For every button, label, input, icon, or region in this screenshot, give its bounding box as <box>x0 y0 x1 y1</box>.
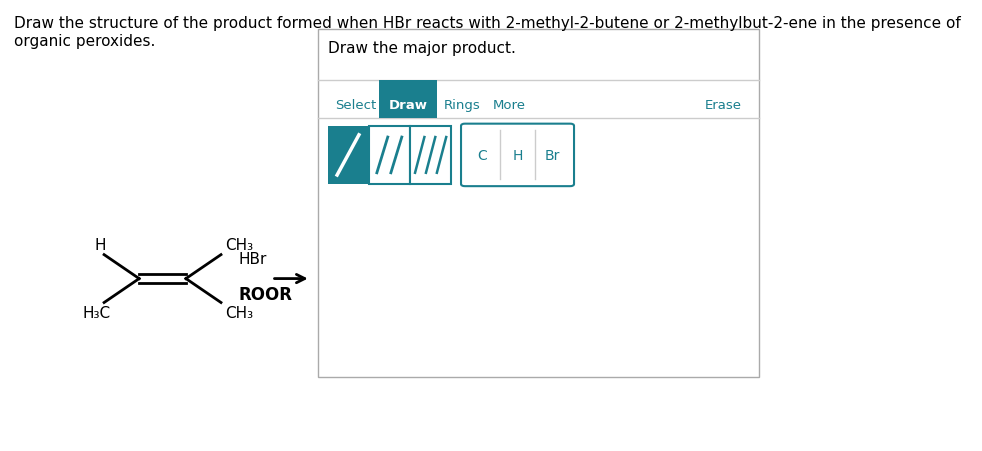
Text: Br: Br <box>545 148 561 162</box>
Text: C: C <box>477 148 487 162</box>
Text: CH₃: CH₃ <box>225 238 253 253</box>
Text: Draw the major product.: Draw the major product. <box>328 41 516 55</box>
Bar <box>379 81 437 119</box>
Text: CH₃: CH₃ <box>225 305 253 320</box>
Text: H: H <box>94 238 106 253</box>
Text: Select: Select <box>335 99 376 112</box>
Text: H: H <box>513 148 522 162</box>
FancyBboxPatch shape <box>461 124 574 187</box>
Text: More: More <box>493 99 525 112</box>
Text: Draw: Draw <box>389 99 427 112</box>
Bar <box>318 29 759 377</box>
Text: ROOR: ROOR <box>239 285 292 304</box>
Text: Rings: Rings <box>444 99 481 112</box>
Text: H₃C: H₃C <box>82 305 110 320</box>
Bar <box>369 127 409 184</box>
Bar <box>328 127 368 184</box>
Text: HBr: HBr <box>239 251 266 267</box>
Bar <box>410 127 451 184</box>
Text: Erase: Erase <box>705 99 742 112</box>
Text: Draw the structure of the product formed when HBr reacts with 2-methyl-2-butene : Draw the structure of the product formed… <box>15 16 961 48</box>
